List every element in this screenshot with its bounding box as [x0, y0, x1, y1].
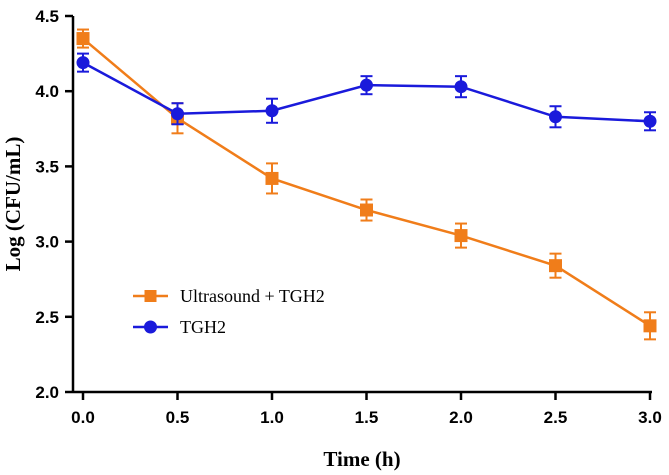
x-tick-label: 1.0: [260, 408, 284, 427]
legend-marker-tgh2: [144, 320, 157, 334]
x-tick-label: 2.0: [449, 408, 473, 427]
x-axis-title: Time (h): [323, 447, 400, 471]
y-tick-label: 3.5: [35, 157, 59, 176]
y-axis-title: Log (CFU/mL): [1, 137, 25, 272]
legend-label-ultrasound-tgh2: Ultrasound + TGH2: [180, 286, 325, 306]
data-point: [454, 229, 468, 243]
data-point: [76, 56, 90, 70]
data-point: [643, 319, 657, 333]
data-point: [643, 114, 657, 128]
y-tick-label: 2.0: [35, 383, 59, 402]
data-point: [360, 78, 373, 92]
series-tgh2: [76, 52, 657, 132]
ticks: 0.0 0.5 1.0 1.5 2.0 2.5 3.0 2.0 2.5 3.0 3.5 4.0 4.5: [35, 7, 661, 427]
data-point: [549, 110, 562, 124]
data-point: [265, 171, 279, 185]
data-point: [171, 107, 184, 121]
x-tick-label: 3.0: [638, 408, 662, 427]
data-point: [76, 32, 90, 46]
data-point: [454, 80, 468, 94]
data-point: [549, 259, 562, 273]
data-point: [265, 104, 279, 118]
y-tick-label: 4.0: [35, 82, 59, 101]
legend: Ultrasound + TGH2 TGH2: [133, 286, 325, 337]
data-point: [360, 203, 373, 217]
y-tick-label: 4.5: [35, 7, 59, 26]
x-tick-label: 0.5: [166, 408, 190, 427]
legend-label-tgh2: TGH2: [180, 317, 226, 337]
x-tick-label: 1.5: [355, 408, 379, 427]
series: [76, 28, 657, 341]
y-tick-label: 2.5: [35, 308, 59, 327]
x-tick-label: 0.0: [71, 408, 95, 427]
y-tick-label: 3.0: [35, 233, 59, 252]
legend-marker-ultrasound-tgh2: [144, 290, 157, 302]
x-tick-label: 2.5: [544, 408, 568, 427]
